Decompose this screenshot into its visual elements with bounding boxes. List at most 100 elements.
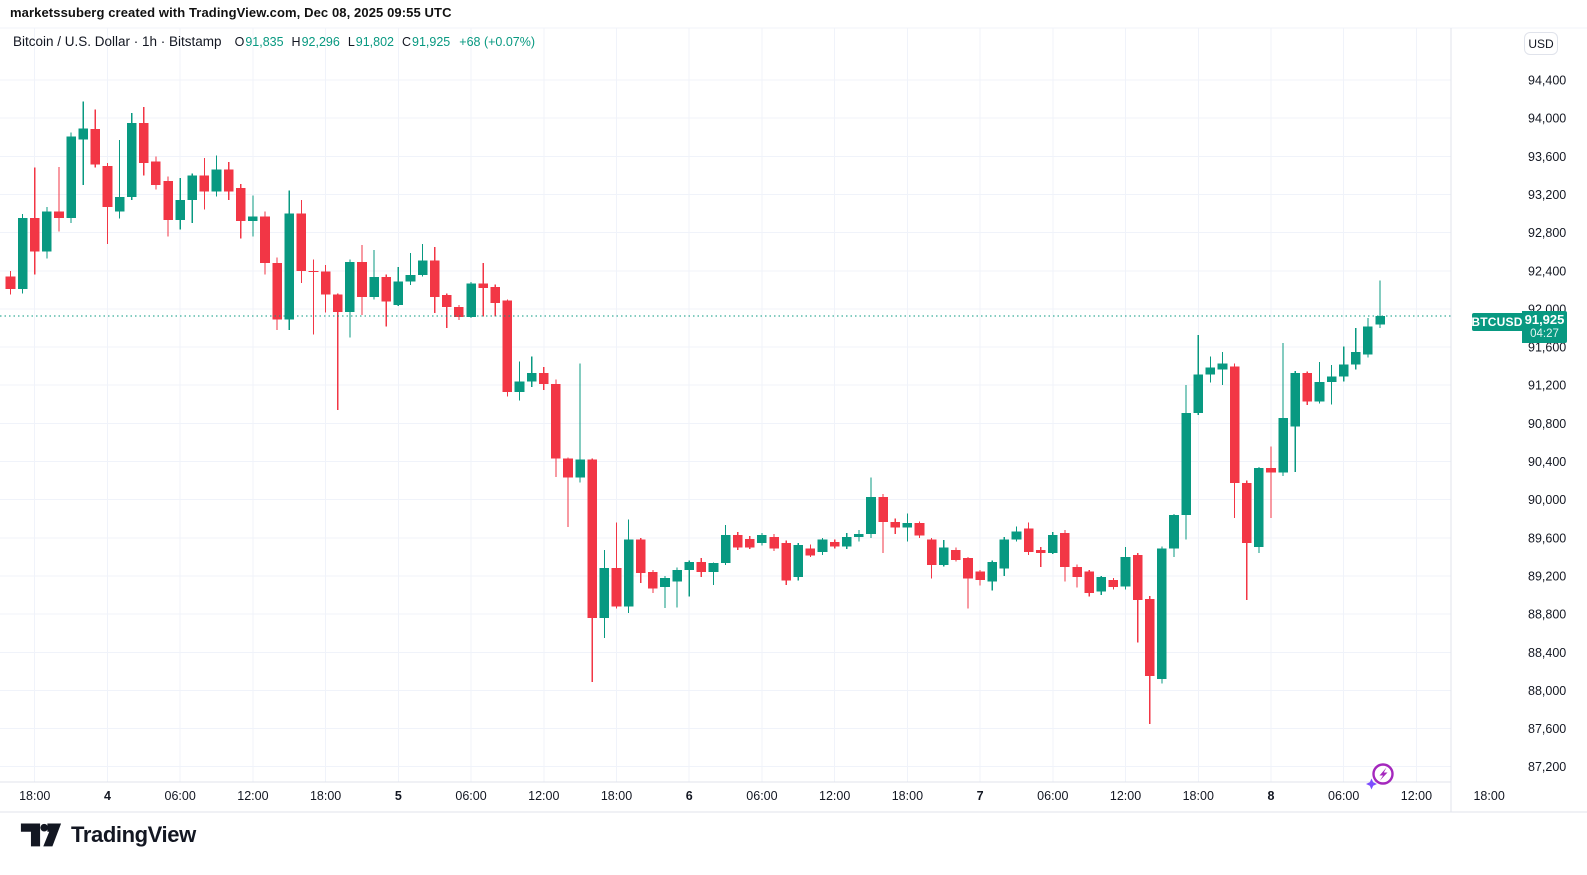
candle-body <box>914 523 925 536</box>
time-tick-label: 18:00 <box>19 789 50 803</box>
candle-body <box>1193 374 1204 413</box>
candle-body <box>611 567 622 607</box>
candle-body <box>745 538 755 548</box>
time-tick-label: 12:00 <box>819 789 850 803</box>
time-tick-label: 18:00 <box>601 789 632 803</box>
candle-body <box>951 550 961 561</box>
candle-body <box>1011 531 1022 540</box>
candle-wick <box>373 249 375 300</box>
candle-body <box>320 271 331 295</box>
candle-wick <box>1040 546 1042 567</box>
candle-body <box>769 536 779 549</box>
time-tick-label: 18:00 <box>1473 789 1504 803</box>
legend-ohlc-item: L91,802 <box>347 35 394 49</box>
time-tick-label: 12:00 <box>1110 789 1141 803</box>
time-tick-label: 6 <box>686 789 693 803</box>
time-tick-label: 06:00 <box>165 789 196 803</box>
candle-body <box>538 372 549 385</box>
price-tick-label: 91,200 <box>1528 379 1566 393</box>
candle-body <box>793 544 804 577</box>
candle-body <box>66 136 76 218</box>
price-tick-label: 87,200 <box>1528 760 1566 774</box>
candle-wick <box>967 556 969 609</box>
candle-body <box>829 542 840 547</box>
time-tick-label: 06:00 <box>1328 789 1359 803</box>
candle-body <box>575 459 585 478</box>
candle-body <box>1048 534 1058 554</box>
candle-body <box>781 543 791 581</box>
legend-ohlc-item: O91,835 <box>234 35 284 49</box>
price-tick-label: 89,200 <box>1528 569 1566 583</box>
candle-body <box>1326 376 1337 382</box>
candle-body <box>623 539 634 607</box>
candle-body <box>987 562 998 582</box>
time-tick-label: 12:00 <box>1401 789 1432 803</box>
candle-body <box>223 169 234 192</box>
candle-body <box>514 381 525 392</box>
time-tick-label: 5 <box>395 789 402 803</box>
candle-body <box>1096 576 1107 592</box>
candle-body <box>102 165 113 207</box>
candle-body <box>526 372 537 382</box>
candle-body <box>757 534 767 544</box>
candle-wick <box>567 457 569 527</box>
events-lightning-icon[interactable] <box>1366 763 1394 790</box>
candle-body <box>708 563 719 573</box>
candle-body <box>296 213 307 271</box>
candle-body <box>139 122 149 163</box>
legend-ohlc-item: H92,296 <box>291 35 340 49</box>
candle-wick <box>615 522 618 609</box>
symbol-legend[interactable]: Bitcoin / U.S. Dollar · 1h · Bitstamp O9… <box>13 34 535 49</box>
candle-body <box>381 276 392 302</box>
candle-body <box>648 572 658 589</box>
candle-body <box>1278 418 1288 473</box>
price-tick-label: 90,800 <box>1528 417 1566 431</box>
candle-body <box>1302 372 1313 402</box>
candle-wick <box>1330 365 1333 405</box>
candle-body <box>1241 482 1252 544</box>
candle-body <box>1375 316 1385 325</box>
price-tick-label: 90,400 <box>1528 455 1566 469</box>
candle-wick <box>82 101 84 185</box>
price-tick-label: 92,400 <box>1528 264 1566 278</box>
candle-body <box>854 533 864 537</box>
candle-body <box>163 181 173 221</box>
candle-body <box>587 459 598 618</box>
price-tick-label: 93,200 <box>1528 188 1566 202</box>
candle-body <box>866 496 876 534</box>
candle-body <box>454 306 464 318</box>
candle-body <box>502 300 513 392</box>
tradingview-logo-icon <box>20 823 62 847</box>
candle-wick <box>518 361 521 401</box>
price-tick-label: 89,600 <box>1528 531 1566 545</box>
candle-body <box>357 262 367 297</box>
candle-wick <box>337 293 339 410</box>
candle-body <box>260 216 270 264</box>
candle-body <box>345 262 355 312</box>
price-tick-label: 90,000 <box>1528 493 1566 507</box>
candle-body <box>563 458 573 478</box>
tradingview-watermark[interactable]: TradingView <box>20 821 196 848</box>
candle-body <box>1229 366 1240 483</box>
candle-body <box>684 562 695 571</box>
candle-body <box>248 216 258 222</box>
candle-body <box>902 523 913 528</box>
candle-body <box>805 548 816 556</box>
candle-body <box>660 577 670 587</box>
candle-body <box>1363 326 1373 355</box>
candle-body <box>490 286 501 304</box>
candle-body <box>235 187 246 222</box>
bar-close-countdown: 04:27 <box>1530 327 1559 340</box>
candle-body <box>151 161 161 185</box>
time-tick-label: 18:00 <box>310 789 341 803</box>
candle-body <box>926 539 937 565</box>
price-tick-label: 93,600 <box>1528 150 1566 164</box>
currency-unit-button[interactable]: USD <box>1524 32 1558 55</box>
candle-body <box>1157 548 1167 679</box>
candle-body <box>890 522 901 528</box>
candle-body <box>308 270 319 273</box>
time-tick-label: 7 <box>977 789 984 803</box>
candle-body <box>211 169 222 192</box>
